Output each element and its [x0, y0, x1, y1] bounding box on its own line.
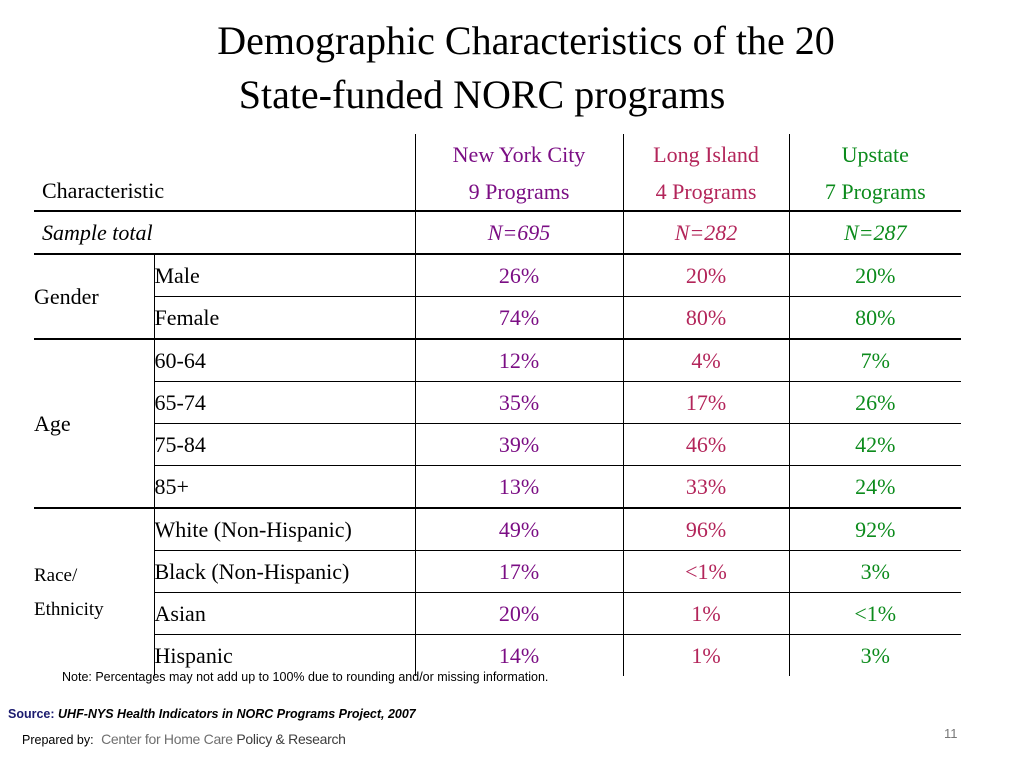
- age-category: Age: [34, 339, 154, 509]
- cell-long-island: 1%: [622, 634, 789, 676]
- cell-nyc: 20%: [414, 592, 623, 635]
- cell-upstate: 80%: [788, 296, 961, 340]
- upstate-header: Upstate 7 Programs: [788, 134, 961, 212]
- row-label: Male: [153, 254, 415, 297]
- sample-total-label: Sample total: [34, 211, 415, 255]
- cell-nyc: 26%: [414, 254, 623, 297]
- cell-nyc: 74%: [414, 296, 623, 340]
- cell-long-island: 46%: [622, 423, 789, 466]
- prepared-label: Prepared by:: [22, 733, 94, 747]
- cell-upstate: 20%: [788, 254, 961, 297]
- source-line: Source: UHF-NYS Health Indicators in NOR…: [8, 707, 416, 721]
- cell-long-island: 4%: [622, 339, 789, 382]
- cell-long-island: 96%: [622, 508, 789, 551]
- characteristic-header: Characteristic: [34, 134, 415, 212]
- cell-upstate: 92%: [788, 508, 961, 551]
- sample-long-island: N=282: [622, 211, 789, 255]
- cell-upstate: 3%: [788, 634, 961, 676]
- table-row: Gender Male 26% 20% 20%: [34, 254, 961, 340]
- table-row: Female 74% 80% 80%: [34, 296, 961, 340]
- source-text: UHF-NYS Health Indicators in NORC Progra…: [58, 707, 416, 721]
- sample-nyc: N=695: [414, 211, 623, 255]
- up-header-programs: 7 Programs: [824, 179, 926, 204]
- table-row: Black (Non-Hispanic) 17% <1% 3%: [34, 550, 961, 593]
- li-header-name: Long Island: [653, 142, 759, 167]
- cell-nyc: 17%: [414, 550, 623, 593]
- table-row: Race/ Ethnicity White (Non-Hispanic) 49%…: [34, 508, 961, 620]
- title-line-1: Demographic Characteristics of the 20: [217, 18, 835, 63]
- cell-nyc: 14%: [414, 634, 623, 676]
- race-label-line1: Race/: [34, 564, 78, 586]
- gender-category: Gender: [34, 254, 154, 340]
- table-row: Hispanic 14% 1% 3%: [34, 634, 961, 676]
- cell-upstate: <1%: [788, 592, 961, 635]
- row-label: Hispanic: [153, 634, 415, 676]
- cell-long-island: 17%: [622, 381, 789, 424]
- slide-title: Demographic Characteristics of the 20 St…: [0, 14, 1024, 122]
- table-header-row: Characteristic New York City 9 Programs …: [34, 134, 961, 212]
- cell-upstate: 24%: [788, 465, 961, 509]
- sample-upstate: N=287: [788, 211, 961, 255]
- cell-nyc: 35%: [414, 381, 623, 424]
- table-row: 65-74 35% 17% 26%: [34, 381, 961, 424]
- footnote: Note: Percentages may not add up to 100%…: [62, 670, 549, 684]
- row-label: 60-64: [153, 339, 415, 382]
- row-label: White (Non-Hispanic): [153, 508, 415, 551]
- cell-upstate: 42%: [788, 423, 961, 466]
- table-row: Asian 20% 1% <1%: [34, 592, 961, 635]
- long-island-header: Long Island 4 Programs: [622, 134, 789, 212]
- nyc-header-name: New York City: [452, 142, 586, 167]
- cell-long-island: 80%: [622, 296, 789, 340]
- organization-logo: Center for Home Care Policy & Research: [101, 731, 346, 747]
- cell-long-island: 1%: [622, 592, 789, 635]
- cell-long-island: 20%: [622, 254, 789, 297]
- row-label: Female: [153, 296, 415, 340]
- cell-nyc: 49%: [414, 508, 623, 551]
- cell-upstate: 26%: [788, 381, 961, 424]
- table-row: 85+ 13% 33% 24%: [34, 465, 961, 509]
- logo-text-part1: Center for Home Care: [101, 731, 237, 747]
- logo-text-part2: Policy & Research: [236, 731, 346, 747]
- cell-upstate: 7%: [788, 339, 961, 382]
- race-ethnicity-category: Race/ Ethnicity: [34, 508, 154, 676]
- demographics-table: Characteristic New York City 9 Programs …: [34, 134, 961, 676]
- cell-long-island: <1%: [622, 550, 789, 593]
- cell-nyc: 13%: [414, 465, 623, 509]
- row-label: Asian: [153, 592, 415, 635]
- title-line-2: State-funded NORC programs: [238, 72, 726, 117]
- up-header-name: Upstate: [841, 142, 909, 167]
- page-number: 11: [944, 726, 958, 741]
- table-row: Age 60-64 12% 4% 7%: [34, 339, 961, 509]
- cell-upstate: 3%: [788, 550, 961, 593]
- source-label: Source:: [8, 707, 55, 721]
- row-label: 75-84: [153, 423, 415, 466]
- li-header-programs: 4 Programs: [655, 179, 757, 204]
- prepared-by: Prepared by: Center for Home Care Policy…: [22, 731, 346, 747]
- nyc-header: New York City 9 Programs: [414, 134, 623, 212]
- row-label: 85+: [153, 465, 415, 509]
- row-label: Black (Non-Hispanic): [153, 550, 415, 593]
- nyc-header-programs: 9 Programs: [468, 179, 570, 204]
- cell-nyc: 12%: [414, 339, 623, 382]
- cell-long-island: 33%: [622, 465, 789, 509]
- table-row: 75-84 39% 46% 42%: [34, 423, 961, 466]
- row-label: 65-74: [153, 381, 415, 424]
- cell-nyc: 39%: [414, 423, 623, 466]
- sample-total-row: Sample total N=695 N=282 N=287: [34, 211, 961, 255]
- race-label-line2: Ethnicity: [34, 598, 104, 620]
